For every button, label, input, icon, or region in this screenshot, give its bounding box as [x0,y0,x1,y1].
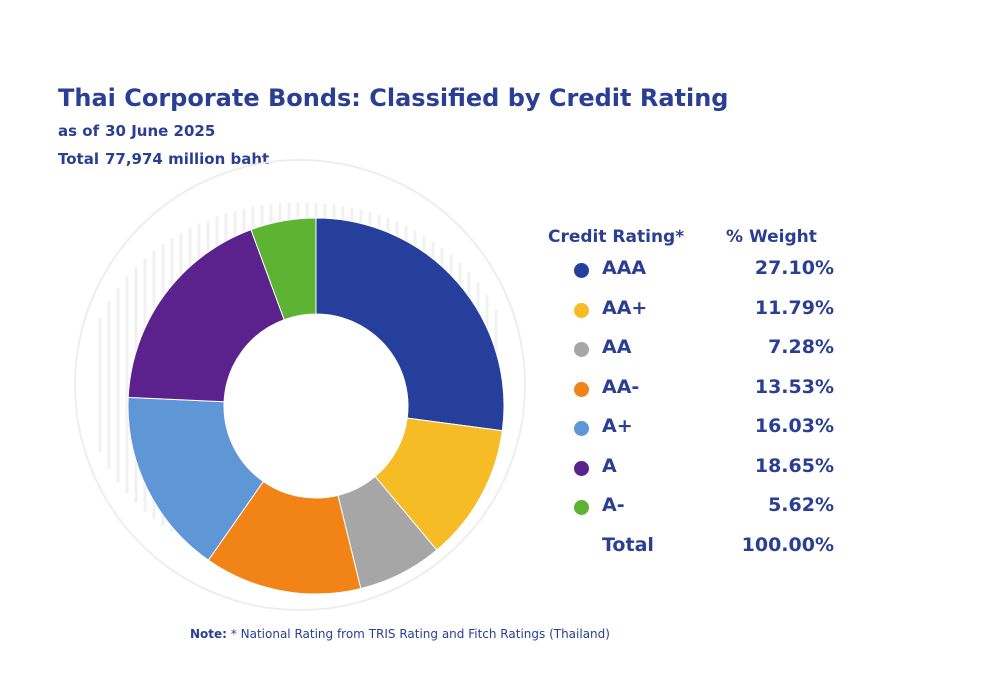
legend-value: 18.65% [754,454,834,477]
as-of-label: as of [58,122,100,140]
credit-rating-header: Credit Rating* [548,227,685,247]
legend-value: 27.10% [754,257,834,279]
legend-value: 7.28% [768,336,834,358]
legend-row: AAA 27.10% [548,251,848,291]
legend-label: A [602,454,617,477]
total-value: 77,974 million baht [104,150,270,168]
footnote: Note: * National Rating from TRIS Rating… [0,627,800,641]
legend-label: AA- [602,375,640,398]
legend-label: AAA [602,257,647,279]
as-of-date: 30 June 2025 [105,122,216,140]
legend-dot [574,302,589,318]
legend-dot [574,500,589,515]
legend-row: AA- 13.53% [548,370,848,410]
total-line: Total 77,974 million baht [58,150,269,168]
legend-label: AA [602,336,632,358]
legend-dot [574,460,589,476]
legend-row: AA+ 11.79% [548,291,848,331]
legend-value: 11.79% [754,296,834,319]
legend-total-value: 100.00% [741,533,834,556]
legend-rows: AAA 27.10% AA+ 11.79% AA 7.28% AA- 13.53% A+ 16.0… [548,251,848,528]
legend-row: AA 7.28% [548,330,848,370]
legend-value: 13.53% [754,375,834,398]
legend-label: A- [602,494,625,516]
legend-dot [574,263,589,278]
as-of-line: as of 30 June 2025 [58,122,215,140]
donut-hole [224,314,408,498]
note-text: * National Rating from TRIS Rating and F… [230,627,610,641]
legend-total-label: Total [602,533,654,556]
legend-dot [574,342,589,357]
chart-title: Thai Corporate Bonds: Classified by Cred… [58,84,729,112]
note-label: Note: [190,627,227,641]
legend-label: AA+ [602,296,648,319]
legend-header: Credit Rating* % Weight [548,227,848,251]
donut-chart [74,159,526,611]
legend-total-row: Total 100.00% [548,528,848,568]
legend-value: 5.62% [768,494,834,516]
legend-table: Credit Rating* % Weight AAA 27.10% AA+ 11.7… [548,227,848,567]
legend-row: A 18.65% [548,449,848,489]
legend-value: 16.03% [754,415,834,437]
total-label: Total [58,150,99,168]
legend-row: A- 5.62% [548,488,848,528]
legend-label: A+ [602,415,633,437]
legend-dot [574,421,589,436]
weight-header: % Weight [726,227,817,247]
legend-dot [574,381,589,397]
legend-row: A+ 16.03% [548,409,848,449]
